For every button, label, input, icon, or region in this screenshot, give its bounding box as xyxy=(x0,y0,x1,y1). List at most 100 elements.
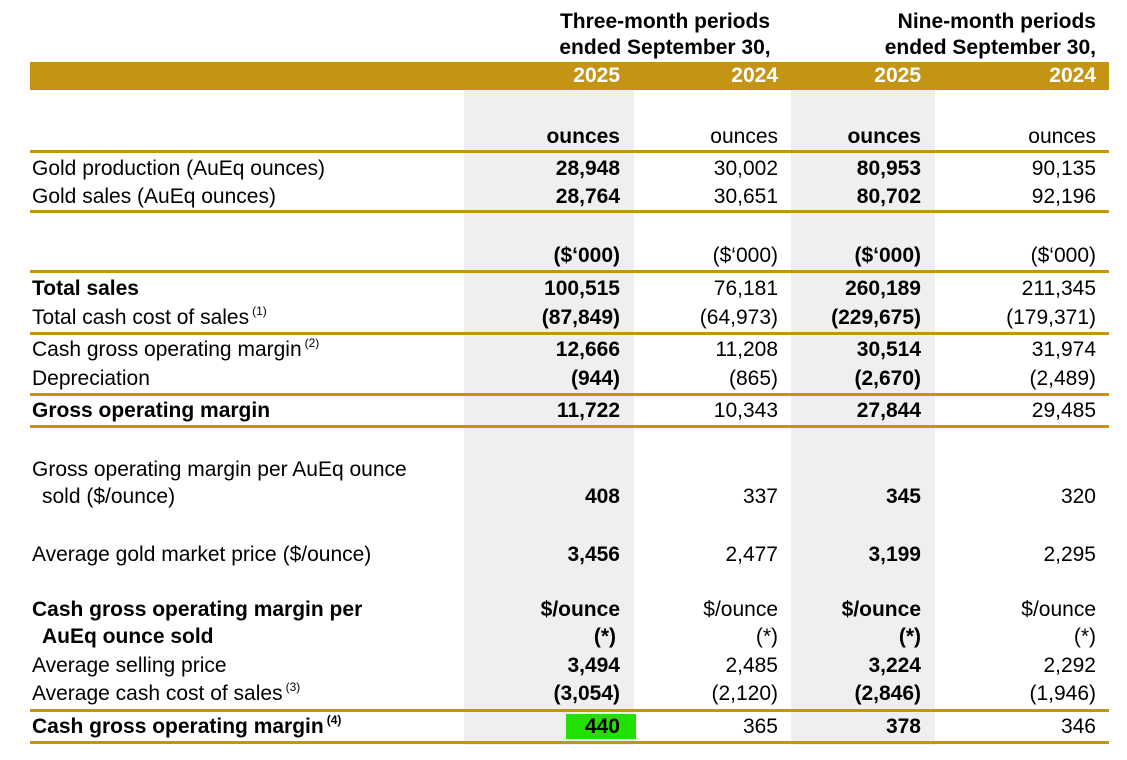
footnote-ref: (4) xyxy=(326,713,342,727)
cell: 92,196 xyxy=(1031,185,1096,208)
year-2024-q: 2024 xyxy=(731,64,778,87)
divider xyxy=(30,270,1109,273)
cell: 3,494 xyxy=(567,654,620,677)
cell: 76,181 xyxy=(713,277,778,300)
cell: 30,514 xyxy=(856,338,921,361)
cell: 29,485 xyxy=(1031,399,1096,422)
divider xyxy=(30,393,1109,396)
cell: 2,477 xyxy=(725,543,778,566)
unit-thousands-4: ($‘000) xyxy=(1030,244,1096,267)
unit-per-ounce-1: $/ounce xyxy=(540,598,620,621)
unit-ounces-3: ounces xyxy=(847,125,921,148)
nine-month-title-1: Nine-month periods xyxy=(897,10,1096,33)
cell: 3,199 xyxy=(868,543,921,566)
cell: (2,120) xyxy=(711,682,778,705)
cell: (2,489) xyxy=(1029,367,1096,390)
unit-star-2: (*) xyxy=(755,625,778,648)
unit-thousands-3: ($‘000) xyxy=(854,244,921,267)
unit-ounces-4: ounces xyxy=(1028,125,1096,148)
section-label-1: Cash gross operating margin per xyxy=(32,598,363,621)
unit-star-4: (*) xyxy=(1073,625,1096,648)
row-label-margin-per-ounce-2: sold ($/ounce) xyxy=(42,485,176,508)
divider xyxy=(30,425,1109,428)
footnote-ref: (3) xyxy=(285,680,301,694)
cell: 337 xyxy=(742,485,778,508)
section-label-2: AuEq ounce sold xyxy=(42,625,214,648)
cell: (64,973) xyxy=(699,306,778,329)
nine-month-title-2: ended September 30, xyxy=(884,36,1096,59)
row-label-cash-margin: Cash gross operating margin (4) xyxy=(32,713,342,740)
three-month-title-1: Three-month periods xyxy=(559,10,770,33)
cell: (87,849) xyxy=(541,306,620,329)
row-label-gross-margin: Gross operating margin xyxy=(32,399,271,422)
row-label-depreciation: Depreciation xyxy=(32,367,150,390)
cell: 211,345 xyxy=(1021,277,1096,300)
cell: 28,764 xyxy=(555,185,620,208)
cell: 90,135 xyxy=(1031,157,1096,180)
year-2024-ytd: 2024 xyxy=(1049,64,1096,87)
unit-ounces-1: ounces xyxy=(546,125,620,148)
cell: 346 xyxy=(1060,715,1096,738)
cell: (179,371) xyxy=(1006,306,1096,329)
cell: 30,002 xyxy=(713,157,778,180)
shade-col-2025-ytd xyxy=(791,90,935,745)
cell: 2,292 xyxy=(1043,654,1096,677)
unit-thousands-1: ($‘000) xyxy=(553,244,620,267)
cell: 260,189 xyxy=(845,277,921,300)
cell: (3,054) xyxy=(553,682,620,705)
row-label-total-sales: Total sales xyxy=(32,277,139,300)
cell: 11,722 xyxy=(556,399,620,422)
unit-ounces-2: ounces xyxy=(710,125,778,148)
unit-thousands-2: ($‘000) xyxy=(712,244,778,267)
unit-per-ounce-2: $/ounce xyxy=(703,598,778,621)
three-month-title-2: ended September 30, xyxy=(559,36,771,59)
row-label-total-cash-cost: Total cash cost of sales (1) xyxy=(32,304,267,331)
cell: 378 xyxy=(885,715,921,738)
cell: 31,974 xyxy=(1031,338,1096,361)
cell: 80,953 xyxy=(856,157,921,180)
divider xyxy=(30,332,1109,335)
row-label-gold-sales: Gold sales (AuEq ounces) xyxy=(32,185,276,208)
divider xyxy=(30,210,1109,213)
cell: (865) xyxy=(728,367,778,390)
cell: 100,515 xyxy=(544,277,620,300)
cell: 2,485 xyxy=(725,654,778,677)
unit-star-1: (*) xyxy=(593,625,616,648)
label-text: Total cash cost of sales xyxy=(32,306,250,329)
shade-col-2025-q xyxy=(464,90,634,745)
divider xyxy=(30,150,1109,153)
unit-per-ounce-4: $/ounce xyxy=(1021,598,1096,621)
cell: 10,343 xyxy=(713,399,778,422)
label-text: Average cash cost of sales xyxy=(32,682,283,705)
cell: 3,456 xyxy=(567,543,620,566)
cell: 365 xyxy=(742,715,778,738)
row-label-avg-cash-cost: Average cash cost of sales (3) xyxy=(32,680,301,707)
year-header-bar xyxy=(30,62,1109,90)
footnote-ref: (2) xyxy=(304,336,320,350)
row-label-gold-production: Gold production (AuEq ounces) xyxy=(32,157,326,180)
cell: (1,946) xyxy=(1029,682,1096,705)
year-2025-q: 2025 xyxy=(573,64,620,87)
highlight-box xyxy=(566,714,636,739)
cell: 27,844 xyxy=(856,399,921,422)
cell: 345 xyxy=(885,485,921,508)
label-text: Cash gross operating margin xyxy=(32,715,324,738)
divider xyxy=(30,709,1109,712)
unit-star-3: (*) xyxy=(898,625,921,648)
cell: (229,675) xyxy=(831,306,921,329)
row-label-gold-price: Average gold market price ($/ounce) xyxy=(32,543,372,566)
cell: 28,948 xyxy=(555,157,620,180)
cell-highlighted: 440 xyxy=(584,715,620,738)
cell: 80,702 xyxy=(856,185,921,208)
cell: (944) xyxy=(570,367,620,390)
row-label-cash-gross-margin: Cash gross operating margin (2) xyxy=(32,336,320,363)
row-label-margin-per-ounce-1: Gross operating margin per AuEq ounce xyxy=(32,458,407,481)
year-2025-ytd: 2025 xyxy=(874,64,921,87)
cell: 408 xyxy=(584,485,620,508)
unit-per-ounce-3: $/ounce xyxy=(841,598,921,621)
cell: 320 xyxy=(1060,485,1096,508)
divider xyxy=(30,741,1109,744)
cell: 3,224 xyxy=(868,654,921,677)
label-text: Cash gross operating margin xyxy=(32,338,302,361)
cell: (2,846) xyxy=(854,682,921,705)
